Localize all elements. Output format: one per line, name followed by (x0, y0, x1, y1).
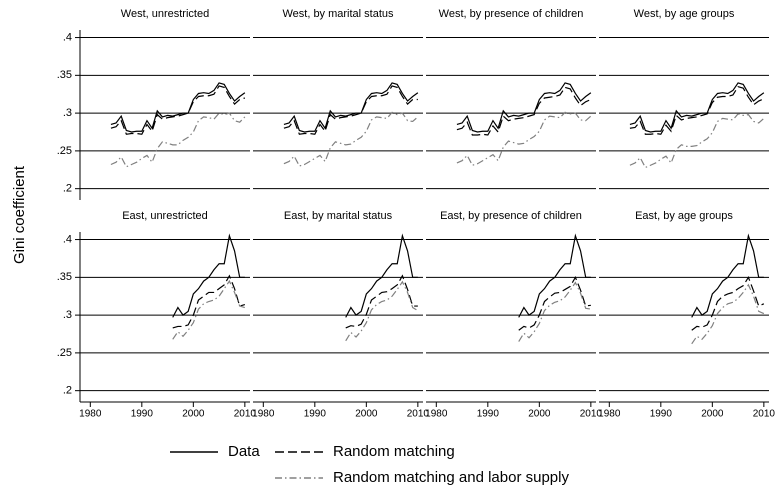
y-tick-label: .4 (63, 31, 72, 43)
series-line (283, 82, 419, 133)
series-line (691, 283, 765, 345)
panel-title: West, by presence of children (439, 8, 584, 20)
legend-label: Random matching (333, 443, 455, 460)
series-line (172, 233, 245, 318)
x-tick-label: 2010 (580, 409, 603, 420)
y-tick-label: .2 (63, 183, 72, 195)
legend-label: Data (228, 443, 260, 460)
x-tick-label: 1990 (650, 409, 673, 420)
legend-label: Random matching and labor supply (333, 469, 569, 486)
series-line (345, 233, 418, 318)
x-tick-label: 2010 (753, 409, 776, 420)
x-tick-label: 2000 (182, 409, 205, 420)
series-line (110, 82, 246, 133)
y-tick-label: .3 (63, 309, 72, 321)
y-tick-label: .35 (57, 271, 72, 283)
series-line (629, 85, 765, 135)
x-tick-label: 2010 (407, 409, 430, 420)
series-line (518, 281, 591, 342)
panel-title: West, unrestricted (121, 8, 209, 20)
y-axis-label: Gini coefficient (11, 165, 28, 264)
series-line (345, 280, 419, 342)
panel-title: West, by age groups (634, 8, 735, 20)
series-line (691, 275, 765, 331)
x-tick-label: 2000 (701, 409, 724, 420)
series-line (518, 233, 591, 318)
y-tick-label: .3 (63, 107, 72, 119)
y-tick-label: .2 (63, 385, 72, 397)
x-tick-label: 1990 (131, 409, 154, 420)
series-line (172, 279, 246, 340)
x-tick-label: 2010 (234, 409, 257, 420)
series-line (172, 274, 246, 329)
x-tick-label: 1980 (252, 409, 275, 420)
x-tick-label: 2000 (355, 409, 378, 420)
panel-title: East, by presence of children (440, 210, 582, 222)
y-tick-label: .25 (57, 145, 72, 157)
series-line (456, 86, 592, 136)
series-line (456, 111, 592, 166)
series-line (110, 85, 246, 135)
series-line (283, 111, 419, 167)
x-tick-label: 2000 (528, 409, 551, 420)
series-line (518, 275, 591, 331)
series-line (456, 82, 592, 133)
series-line (691, 233, 764, 318)
x-tick-label: 1980 (79, 409, 102, 420)
panel-title: West, by marital status (282, 8, 394, 20)
y-tick-label: .35 (57, 69, 72, 81)
y-tick-label: .4 (63, 233, 72, 245)
series-line (283, 85, 418, 135)
panel-title: East, by age groups (635, 210, 733, 222)
panel-title: East, unrestricted (122, 210, 208, 222)
y-tick-label: .25 (57, 347, 72, 359)
x-tick-label: 1980 (598, 409, 621, 420)
series-line (110, 112, 246, 168)
series-line (629, 82, 765, 133)
x-tick-label: 1990 (477, 409, 500, 420)
series-line (629, 113, 765, 169)
x-tick-label: 1990 (304, 409, 327, 420)
panel-title: East, by marital status (284, 210, 393, 222)
x-tick-label: 1980 (425, 409, 448, 420)
series-line (345, 274, 418, 329)
